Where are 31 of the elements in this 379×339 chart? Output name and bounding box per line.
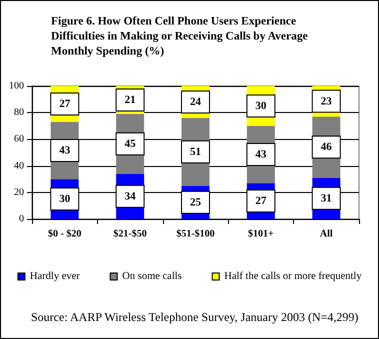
x-tick-label: $21-$50 xyxy=(113,228,147,240)
y-tick-label: 40 xyxy=(14,160,24,172)
data-label: 27 xyxy=(255,195,267,208)
data-label: 31 xyxy=(320,192,332,204)
y-tick-label: 0 xyxy=(19,214,24,224)
x-tick-label: $101+ xyxy=(248,228,274,240)
data-label: 30 xyxy=(59,193,71,206)
y-tick-label: 100 xyxy=(9,80,24,92)
legend-label: On some calls xyxy=(122,271,182,282)
data-label: 30 xyxy=(255,100,267,112)
x-tick-label: $51-$100 xyxy=(176,228,215,240)
data-label: 24 xyxy=(190,96,202,108)
y-tick-label: 20 xyxy=(14,186,24,198)
data-label: 25 xyxy=(190,196,202,208)
data-label: 21 xyxy=(124,94,136,106)
data-label: 45 xyxy=(124,138,136,150)
legend-label: Hardly ever xyxy=(30,271,80,282)
data-label: 46 xyxy=(320,141,332,154)
data-label: 43 xyxy=(255,148,267,160)
data-label: 34 xyxy=(124,190,136,202)
y-tick-label: 80 xyxy=(14,107,24,118)
x-tick-label: $0 - $20 xyxy=(48,228,82,240)
data-label: 27 xyxy=(59,98,71,110)
x-tick-label: All xyxy=(320,228,333,240)
y-tick-label: 60 xyxy=(14,134,24,145)
source-note: Source: AARP Wireless Telephone Survey, January 2003 (N=4,299) xyxy=(31,310,358,324)
data-label: 43 xyxy=(59,144,71,157)
data-label: 23 xyxy=(320,95,332,108)
chart-title: Figure 6. How Often Cell Phone Users Experience Difficulties in Making or Receiving Calls by Average Monthly Spending (%) xyxy=(51,16,311,58)
legend-label: Half the calls or more frequently xyxy=(224,271,362,282)
data-label: 51 xyxy=(190,146,201,158)
